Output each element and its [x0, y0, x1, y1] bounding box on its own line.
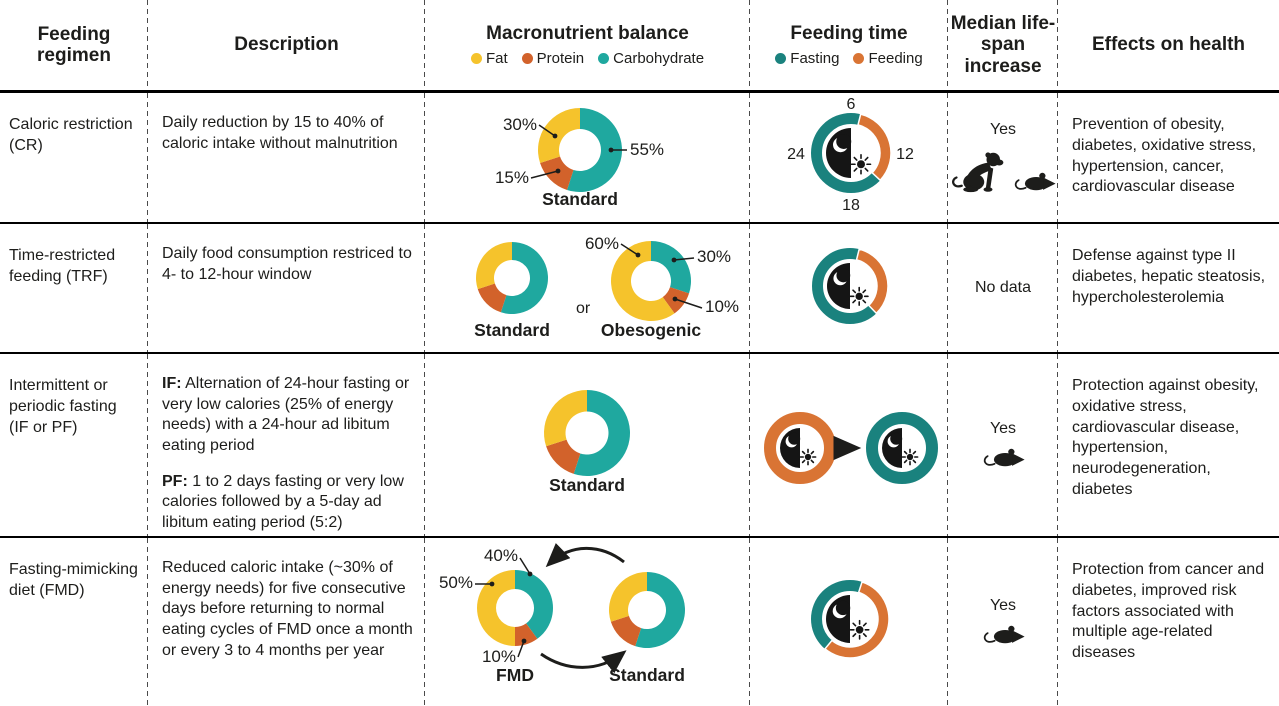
- feeding-color-dot: [853, 52, 865, 64]
- legend-item-carbohydrate: Carbohydrate: [598, 50, 704, 67]
- macro-chart-cr: Standard 30% 15% 55%: [425, 93, 750, 224]
- svg-text:24: 24: [787, 146, 805, 163]
- legend-item-fasting: Fasting: [775, 50, 839, 67]
- legend-item-feeding: Feeding: [853, 50, 923, 67]
- svg-text:30%: 30%: [697, 247, 731, 266]
- effects-cr: Prevention of obesity, diabetes, oxidati…: [1058, 93, 1279, 224]
- description-fmd: Reduced caloric intake (~30% of energy n…: [148, 538, 425, 706]
- median-answer: No data: [974, 279, 1032, 296]
- svg-text:60%: 60%: [585, 234, 619, 253]
- regimen-trf: Time-restricted feeding (TRF): [0, 224, 148, 354]
- feeding-clock: [811, 580, 890, 659]
- macro-chart-ifpf: Standard: [425, 354, 750, 538]
- feeding-clock: 6 12 18 24: [787, 96, 914, 214]
- macro-chart-trf: Standard Obesogenic 60% 30% 10% or: [425, 224, 750, 354]
- median-cell: Yes: [948, 538, 1058, 706]
- monkey-icon: [952, 152, 1004, 193]
- header-feeding-regimen: Feeding regimen: [0, 0, 148, 93]
- description-cr: Daily reduction by 15 to 40% of caloric …: [148, 93, 425, 224]
- svg-text:6: 6: [847, 96, 856, 113]
- svg-text:50%: 50%: [439, 573, 473, 592]
- median-cell: Yes: [948, 354, 1058, 538]
- svg-text:40%: 40%: [484, 546, 518, 565]
- median-answer: Yes: [989, 420, 1017, 437]
- description-ifpf: IF: Alternation of 24-hour fasting or ve…: [148, 354, 425, 538]
- feeding-time-ifpf: [750, 354, 948, 538]
- regimen-cr: Caloric restriction (CR): [0, 93, 148, 224]
- feeding-time-legend: Fasting Feeding: [775, 50, 923, 67]
- donut-chart: Standard Obesogenic 60% 30% 10% or: [474, 234, 739, 340]
- median-answer: Yes: [989, 597, 1017, 614]
- svg-text:12: 12: [896, 146, 914, 163]
- fat-color-dot: [470, 52, 482, 64]
- header-effects: Effects on health: [1058, 0, 1279, 93]
- svg-text:Standard: Standard: [609, 665, 685, 685]
- feeding-clock: [764, 412, 938, 484]
- description-paragraph: Daily food consumption restriced to 4- t…: [162, 245, 412, 283]
- feeding-time-fmd: [750, 538, 948, 706]
- donut-chart: FMD Standard 40% 50% 10%: [439, 542, 685, 685]
- legend-item-protein: Protein: [521, 50, 584, 67]
- description-paragraph: Reduced caloric intake (~30% of energy n…: [162, 559, 413, 659]
- svg-text:10%: 10%: [482, 647, 516, 666]
- mouse-icon: [1014, 172, 1056, 191]
- description-paragraph: IF: Alternation of 24-hour fasting or ve…: [162, 375, 410, 454]
- feeding-clock: [812, 248, 889, 324]
- svg-text:Standard: Standard: [474, 320, 550, 340]
- donut-chart: Standard 30% 15% 55%: [495, 108, 664, 209]
- svg-text:FMD: FMD: [496, 665, 534, 685]
- median-cell: Yes: [948, 93, 1058, 224]
- header-description: Description: [148, 0, 425, 93]
- mouse-icon: [983, 625, 1025, 644]
- column-title: Description: [234, 34, 339, 56]
- column-title: Median life-span increase: [950, 12, 1056, 77]
- donut-chart: Standard: [544, 390, 630, 495]
- fasting-color-dot: [775, 52, 787, 64]
- svg-text:15%: 15%: [495, 168, 529, 187]
- svg-text:18: 18: [842, 197, 860, 214]
- effects-ifpf: Protection against obesity, oxidative st…: [1058, 354, 1279, 538]
- header-macronutrient-balance: Macronutrient balance Fat Protein Carboh…: [425, 0, 750, 93]
- legend-item-fat: Fat: [470, 50, 508, 67]
- protein-color-dot: [521, 52, 533, 64]
- column-title: Macronutrient balance: [486, 23, 689, 45]
- regimen-ifpf: Intermittent or periodic fasting (IF or …: [0, 354, 148, 538]
- header-median-lifespan: Median life-span increase: [948, 0, 1058, 93]
- feeding-time-cr: 6 12 18 24: [750, 93, 948, 224]
- effects-trf: Defense against type II diabetes, hepati…: [1058, 224, 1279, 354]
- animal-icons: [980, 445, 1026, 470]
- svg-text:or: or: [576, 300, 591, 317]
- description-trf: Daily food consumption restriced to 4- t…: [148, 224, 425, 354]
- svg-text:Standard: Standard: [542, 189, 618, 209]
- mouse-icon: [983, 448, 1025, 467]
- animal-icons: [949, 146, 1057, 194]
- column-title: Effects on health: [1091, 34, 1246, 56]
- feeding-time-trf: [750, 224, 948, 354]
- svg-text:Obesogenic: Obesogenic: [601, 320, 701, 340]
- regimen-fmd: Fasting-mimicking diet (FMD): [0, 538, 148, 706]
- description-paragraph: PF: 1 to 2 days fasting or very low calo…: [162, 472, 404, 531]
- svg-text:55%: 55%: [630, 140, 664, 159]
- header-feeding-time: Feeding time Fasting Feeding: [750, 0, 948, 93]
- column-title: Feeding regimen: [37, 23, 111, 66]
- macronutrient-legend: Fat Protein Carbohydrate: [470, 50, 704, 67]
- animal-icons: [980, 622, 1026, 647]
- column-title: Feeding time: [790, 23, 908, 45]
- carbohydrate-color-dot: [598, 52, 610, 64]
- macro-chart-fmd: FMD Standard 40% 50% 10%: [425, 538, 750, 706]
- svg-text:Standard: Standard: [549, 475, 625, 495]
- description-paragraph: Daily reduction by 15 to 40% of caloric …: [162, 114, 398, 152]
- effects-fmd: Protection from cancer and diabetes, imp…: [1072, 561, 1265, 662]
- svg-text:30%: 30%: [503, 115, 537, 134]
- median-answer: Yes: [989, 121, 1017, 138]
- median-cell: No data: [948, 224, 1058, 354]
- svg-text:10%: 10%: [705, 297, 739, 316]
